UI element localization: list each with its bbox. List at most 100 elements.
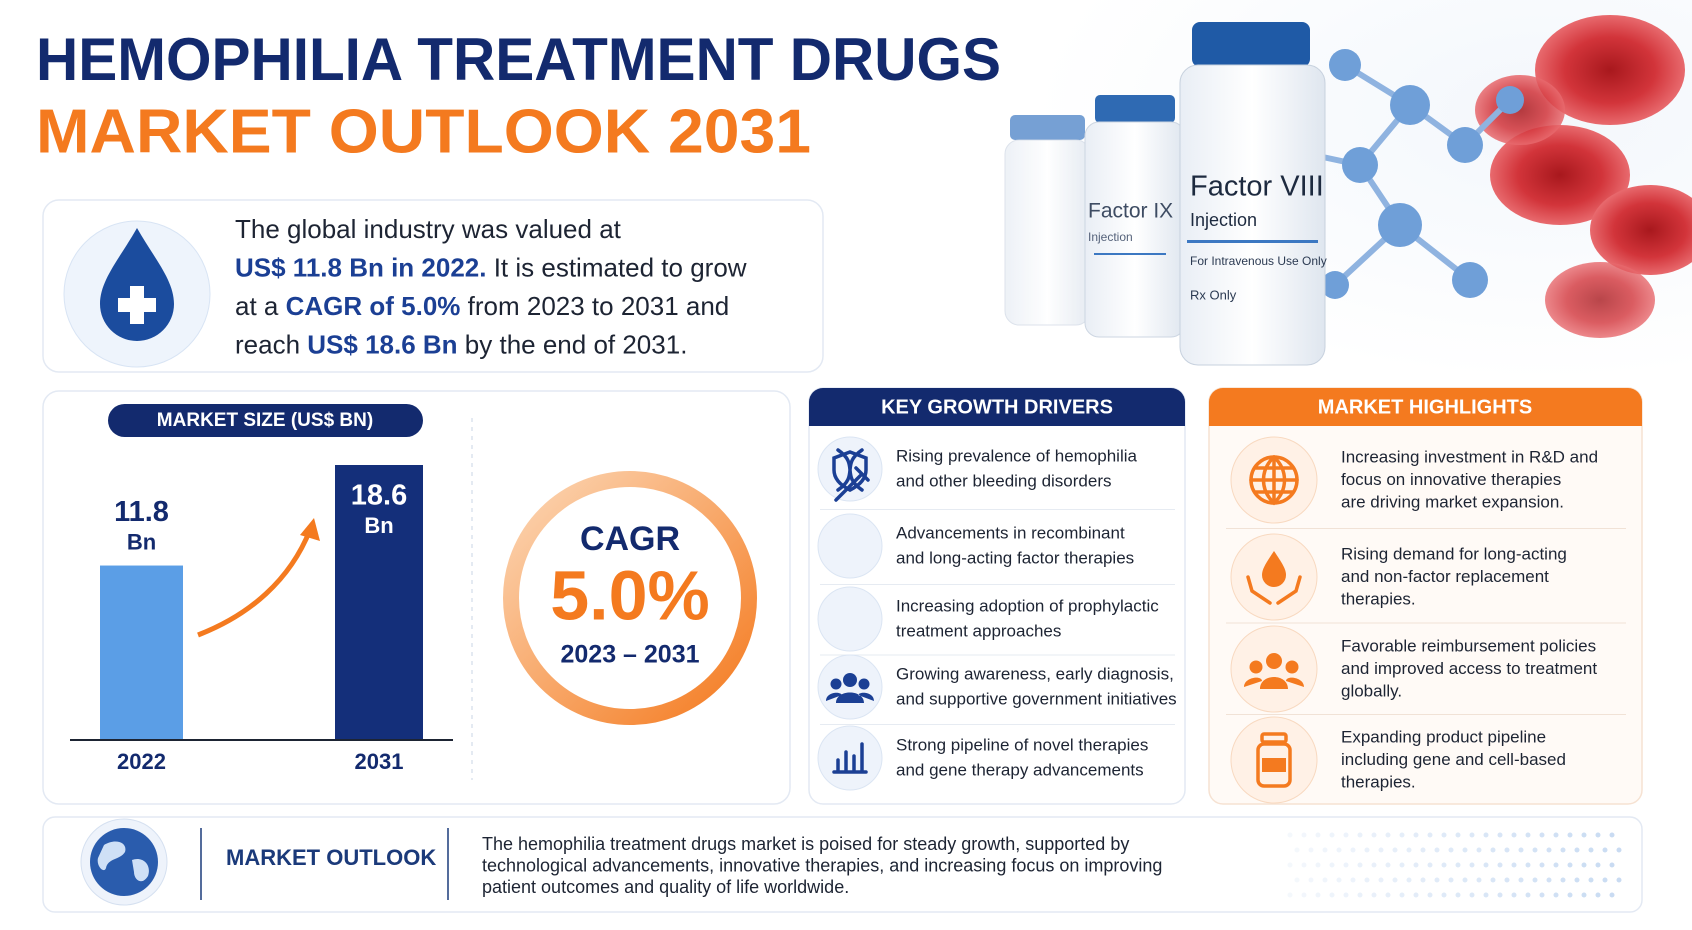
dot-pattern bbox=[1602, 877, 1608, 883]
dot-pattern bbox=[1581, 892, 1587, 898]
dot-pattern bbox=[1378, 847, 1384, 853]
intro-segment: reach bbox=[235, 329, 307, 359]
growth-arrow bbox=[197, 529, 313, 638]
title-line1: HEMOPHILIA TREATMENT DRUGS bbox=[36, 26, 1001, 93]
dot-pattern bbox=[1532, 847, 1538, 853]
dot-pattern bbox=[1560, 847, 1566, 853]
dot-pattern bbox=[1329, 832, 1335, 838]
dot-pattern bbox=[1420, 847, 1426, 853]
dot-pattern bbox=[1455, 862, 1461, 868]
driver-text: Strong pipeline of novel therapies bbox=[896, 735, 1148, 754]
bar-value-label: 18.6 bbox=[351, 480, 407, 512]
dot-pattern bbox=[1525, 892, 1531, 898]
highlight-text: Expanding product pipeline bbox=[1341, 727, 1546, 746]
driver-icon-glyph bbox=[843, 673, 857, 687]
dot-pattern bbox=[1497, 892, 1503, 898]
dot-pattern bbox=[1336, 847, 1342, 853]
dot-pattern bbox=[1483, 832, 1489, 838]
outlook-title: MARKET OUTLOOK bbox=[226, 845, 436, 870]
dot-pattern bbox=[1322, 877, 1328, 883]
highlight-icon-glyph bbox=[1256, 742, 1292, 788]
dot-pattern bbox=[1490, 877, 1496, 883]
driver-text: and long-acting factor therapies bbox=[896, 548, 1134, 567]
drop-icon bbox=[63, 220, 211, 368]
dot-pattern bbox=[1588, 877, 1594, 883]
dot-pattern bbox=[1308, 847, 1314, 853]
dot-pattern bbox=[1539, 892, 1545, 898]
highlight-icon-glyph bbox=[1262, 758, 1286, 772]
driver-icon-glyph bbox=[826, 692, 874, 703]
globe-icon bbox=[80, 818, 168, 906]
dot-pattern bbox=[1609, 892, 1615, 898]
dot-pattern bbox=[1602, 847, 1608, 853]
dot-pattern bbox=[1539, 862, 1545, 868]
highlight-icon-glyph bbox=[1260, 732, 1288, 744]
dot-pattern bbox=[1511, 832, 1517, 838]
dot-pattern bbox=[1616, 877, 1622, 883]
dot-pattern bbox=[1385, 832, 1391, 838]
drivers-header bbox=[809, 388, 1185, 426]
dot-pattern bbox=[1504, 877, 1510, 883]
driver-icon bbox=[817, 586, 883, 652]
driver-icon bbox=[817, 513, 883, 579]
dot-pattern bbox=[1497, 862, 1503, 868]
dot-pattern bbox=[1560, 877, 1566, 883]
dot-pattern bbox=[1434, 877, 1440, 883]
dot-pattern bbox=[1455, 892, 1461, 898]
outlook-line: technological advancements, innovative t… bbox=[482, 855, 1162, 875]
bar-unit-label: Bn bbox=[127, 529, 156, 554]
highlight-text: Increasing investment in R&D and bbox=[1341, 447, 1598, 466]
dot-pattern bbox=[1567, 892, 1573, 898]
dot-pattern bbox=[1315, 892, 1321, 898]
dot-pattern bbox=[1287, 892, 1293, 898]
intro-segment: from 2023 to 2031 and bbox=[460, 291, 729, 321]
cagr-ring bbox=[503, 471, 757, 725]
title-line2: MARKET OUTLOOK 2031 bbox=[36, 97, 811, 166]
dot-pattern bbox=[1350, 847, 1356, 853]
dot-pattern bbox=[1595, 832, 1601, 838]
dot-pattern bbox=[1392, 877, 1398, 883]
dot-pattern bbox=[1294, 847, 1300, 853]
dot-pattern bbox=[1462, 847, 1468, 853]
dot-pattern bbox=[1427, 832, 1433, 838]
dot-pattern bbox=[1609, 832, 1615, 838]
dot-pattern bbox=[1574, 877, 1580, 883]
highlight-text: therapies. bbox=[1341, 589, 1416, 608]
dot-pattern bbox=[1371, 862, 1377, 868]
dot-pattern bbox=[1406, 847, 1412, 853]
dot-pattern bbox=[1595, 892, 1601, 898]
highlight-icon-glyph bbox=[1249, 455, 1299, 506]
dot-pattern bbox=[1413, 862, 1419, 868]
vial-main-note: For Intravenous Use Only bbox=[1190, 254, 1327, 268]
dot-pattern bbox=[1483, 892, 1489, 898]
cagr-title: CAGR bbox=[580, 520, 680, 558]
dot-pattern bbox=[1553, 892, 1559, 898]
highlight-icon-glyph bbox=[1266, 653, 1282, 669]
highlight-text: therapies. bbox=[1341, 772, 1416, 791]
driver-text: Growing awareness, early diagnosis, bbox=[896, 664, 1174, 683]
dot-pattern bbox=[1441, 892, 1447, 898]
dot-pattern bbox=[1588, 847, 1594, 853]
dot-pattern bbox=[1315, 862, 1321, 868]
dot-pattern bbox=[1518, 847, 1524, 853]
dot-pattern bbox=[1315, 832, 1321, 838]
dot-pattern bbox=[1581, 862, 1587, 868]
dot-pattern bbox=[1511, 862, 1517, 868]
dot-pattern bbox=[1539, 832, 1545, 838]
dot-pattern bbox=[1441, 862, 1447, 868]
intro-highlight: US$ 11.8 Bn in 2022. bbox=[235, 252, 486, 282]
driver-text: Advancements in recombinant bbox=[896, 523, 1125, 542]
drivers-title: KEY GROWTH DRIVERS bbox=[881, 396, 1113, 418]
highlight-icon-glyph bbox=[1249, 660, 1263, 674]
driver-icon-glyph bbox=[832, 742, 868, 774]
driver-text: and gene therapy advancements bbox=[896, 760, 1144, 779]
bar-value-label: 11.8 bbox=[114, 496, 169, 528]
dot-pattern bbox=[1567, 862, 1573, 868]
driver-text: Rising prevalence of hemophilia bbox=[896, 446, 1138, 465]
highlight-icon-glyph bbox=[1262, 551, 1286, 587]
dot-pattern bbox=[1434, 847, 1440, 853]
dot-pattern bbox=[1476, 847, 1482, 853]
dot-pattern bbox=[1574, 847, 1580, 853]
